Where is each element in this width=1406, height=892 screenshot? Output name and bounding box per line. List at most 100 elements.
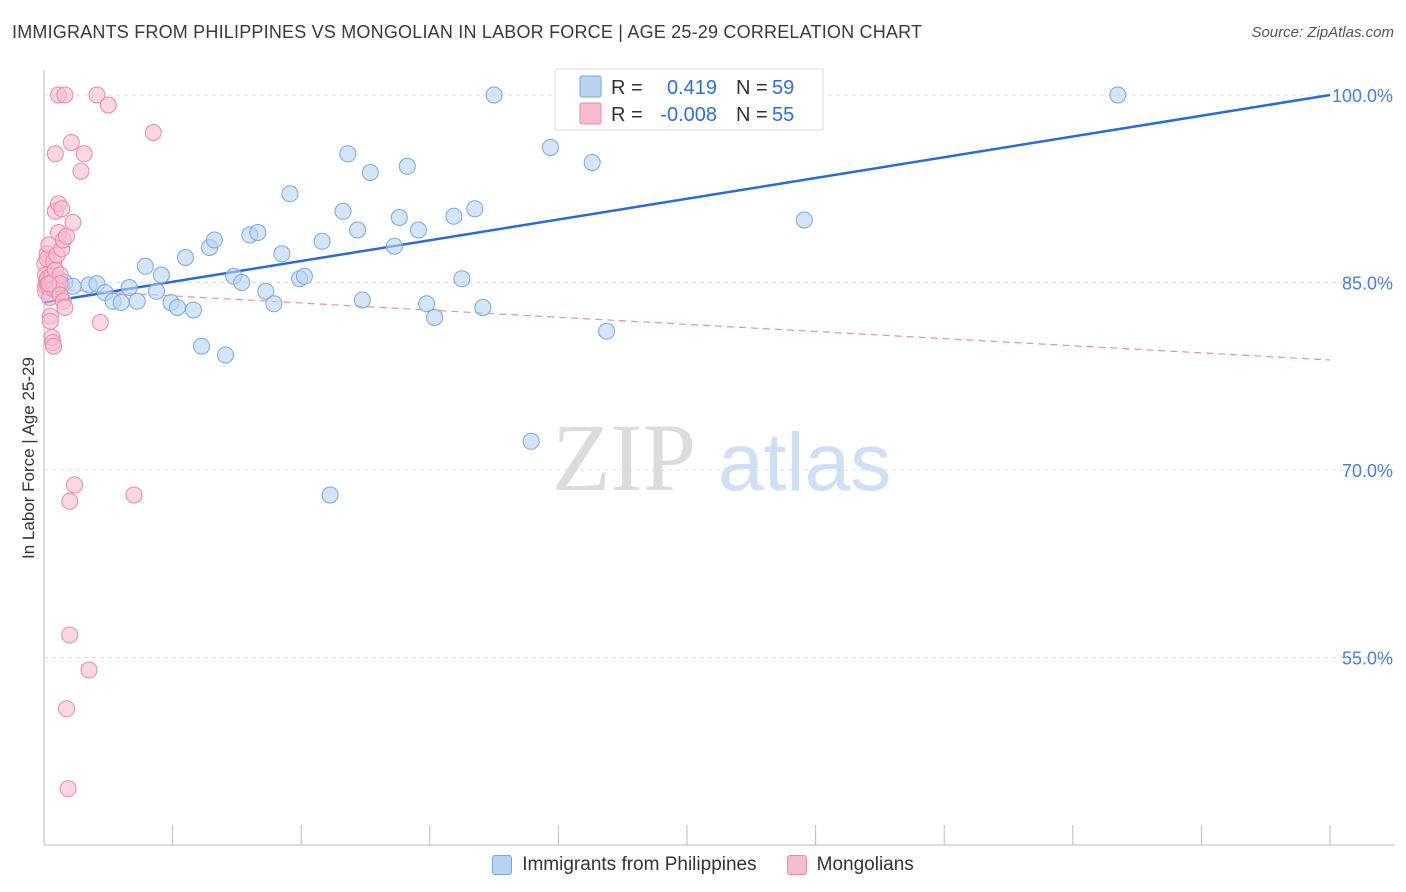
philippines-point-50	[466, 200, 484, 218]
mongolian-point-49	[88, 86, 106, 104]
mongolian-point-40	[59, 780, 77, 798]
mongolian-trend-line	[43, 288, 1331, 361]
legend-label-mongolians: Mongolians	[816, 854, 914, 875]
philippines-point-39	[349, 221, 366, 239]
philippines-point-13	[128, 292, 146, 310]
philippines-point-24	[217, 346, 235, 364]
mongolian-point-45	[66, 476, 83, 494]
mongolian-point-47	[75, 145, 93, 163]
scatter-points	[36, 86, 1127, 798]
legend-r-label-2: R =	[611, 104, 643, 126]
mongolian-point-42	[61, 492, 79, 510]
mongolian-point-39	[58, 700, 75, 718]
philippines-point-30	[265, 295, 283, 313]
watermark-zip: ZIP	[552, 404, 696, 511]
mongolian-point-46	[72, 162, 90, 180]
philippines-point-19	[177, 249, 194, 266]
philippines-point-20	[185, 301, 202, 319]
watermark-atlas: atlas	[718, 417, 891, 508]
legend-swatch-philippines	[492, 855, 513, 875]
series-legend: Immigrants from Philippines Mongolians	[0, 852, 1406, 878]
mongolian-point-41	[61, 626, 79, 644]
philippines-point-35	[313, 232, 331, 250]
y-tick-labels: 100.0% 85.0% 70.0% 55.0%	[1332, 86, 1393, 669]
legend-n-label-1: N =	[736, 77, 768, 99]
philippines-point-51	[474, 299, 492, 316]
philippines-point-58	[795, 211, 813, 229]
mongolian-point-36	[56, 86, 74, 104]
legend-r-value-1: 0.419	[667, 77, 717, 99]
legend-swatch-pink	[579, 102, 602, 125]
philippines-point-36	[321, 486, 339, 504]
mongolian-point-44	[64, 214, 82, 231]
philippines-point-26	[233, 274, 251, 291]
mongolian-point-54	[40, 275, 58, 293]
axes	[43, 70, 1395, 846]
mongolian-point-38	[58, 227, 75, 245]
philippines-point-41	[361, 164, 379, 181]
philippines-point-28	[249, 224, 267, 241]
y-tick-label-1: 85.0%	[1342, 274, 1393, 294]
legend-n-value-2: 55	[772, 104, 794, 126]
philippines-point-23	[205, 231, 223, 249]
philippines-point-56	[583, 154, 601, 171]
mongolian-point-50	[91, 314, 109, 331]
philippines-point-52	[485, 86, 503, 104]
mongolian-point-48	[80, 661, 98, 679]
philippines-point-31	[273, 245, 291, 263]
scatter-chart: ZIP atlas 100.0%85.0%70.0%55.0% 0.0%80.0…	[19, 68, 1395, 846]
mongolian-point-51	[99, 96, 117, 114]
philippines-point-37	[334, 202, 352, 220]
legend-n-value-1: 59	[772, 77, 794, 99]
philippines-point-57	[598, 322, 616, 340]
philippines-point-21	[193, 337, 210, 355]
philippines-point-46	[418, 295, 436, 313]
philippines-point-47	[426, 309, 444, 326]
legend-r-label-1: R =	[611, 77, 643, 99]
philippines-point-11	[112, 294, 130, 311]
philippines-point-29	[257, 282, 275, 300]
legend-swatch-mongolians	[786, 855, 807, 875]
philippines-point-45	[410, 221, 427, 239]
philippines-point-40	[353, 291, 371, 309]
y-tick-label-3: 55.0%	[1342, 649, 1393, 669]
philippines-point-48	[445, 207, 463, 225]
legend-label-philippines: Immigrants from Philippines	[522, 854, 757, 875]
philippines-point-12	[120, 279, 138, 296]
philippines-point-49	[453, 270, 471, 288]
trend-lines	[43, 93, 1331, 361]
watermark: ZIP atlas	[552, 404, 891, 511]
correlation-legend: R = 0.419 N = 59 R = -0.008 N = 55	[554, 68, 824, 131]
chart-title: IMMIGRANTS FROM PHILIPPINES VS MONGOLIAN…	[12, 22, 923, 42]
legend-item-mongolians: Mongolians	[786, 854, 914, 876]
philippines-point-34	[295, 267, 313, 285]
philippines-point-16	[152, 266, 170, 284]
philippines-trend-line	[43, 93, 1331, 304]
mongolian-point-43	[62, 134, 80, 151]
mongolian-point-53	[144, 124, 162, 141]
philippines-point-14	[136, 257, 154, 275]
mongolian-point-52	[125, 486, 143, 504]
grid-lines	[44, 94, 1395, 658]
philippines-point-15	[148, 282, 165, 300]
legend-r-value-2: -0.008	[660, 104, 717, 126]
philippines-point-32	[281, 185, 299, 203]
source-label: Source: ZipAtlas.com	[1251, 24, 1394, 41]
legend-n-label-2: N =	[736, 104, 768, 126]
y-tick-label-0: 100.0%	[1332, 86, 1393, 106]
mongolian-point-32	[53, 200, 71, 218]
mongolian-point-21	[46, 145, 64, 163]
philippines-point-59	[1109, 86, 1127, 104]
philippines-point-42	[385, 237, 403, 255]
philippines-point-43	[390, 209, 408, 226]
mongolian-point-37	[56, 299, 74, 316]
mongolian-point-13	[41, 312, 59, 330]
philippines-point-18	[168, 299, 186, 316]
mongolian-point-20	[45, 337, 63, 355]
y-tick-label-2: 70.0%	[1342, 461, 1393, 481]
legend-item-philippines: Immigrants from Philippines	[492, 854, 757, 876]
philippines-point-53	[522, 432, 540, 450]
y-axis-label: In Labor Force | Age 25-29	[19, 357, 38, 559]
philippines-point-38	[339, 145, 357, 163]
philippines-point-54	[541, 139, 559, 156]
